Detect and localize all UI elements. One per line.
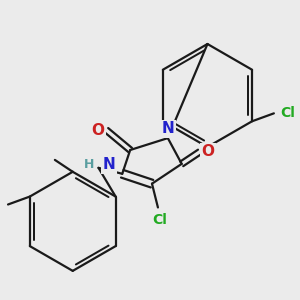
Text: N: N [161,121,174,136]
Text: O: O [92,123,104,138]
Text: O: O [202,145,214,160]
Text: Cl: Cl [280,106,295,120]
Text: H: H [84,158,94,171]
Text: Cl: Cl [152,213,167,227]
Text: N: N [102,158,115,172]
